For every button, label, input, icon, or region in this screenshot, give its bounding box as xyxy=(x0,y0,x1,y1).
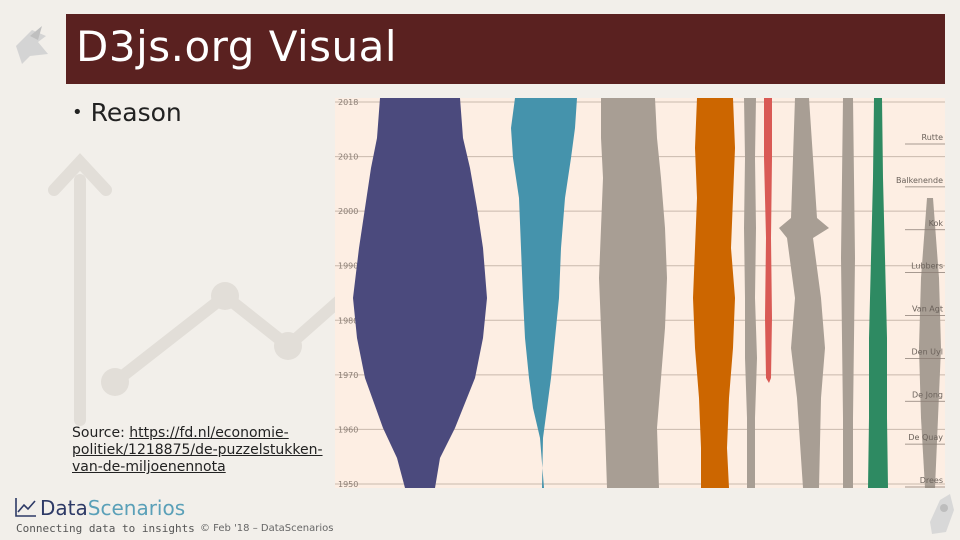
background-arrow-icon xyxy=(48,153,346,426)
background-dots-icon xyxy=(101,282,302,396)
chart-right-label: Rutte xyxy=(922,133,944,142)
chart-right-label: Drees xyxy=(920,476,943,485)
logo-name: DataScenarios xyxy=(40,496,185,520)
chart-stream-10 xyxy=(919,198,941,488)
source-note: Source: https://fd.nl/economie-politiek/… xyxy=(72,425,334,476)
chart-stream-7 xyxy=(779,98,829,488)
slide-title: D3js.org Visual xyxy=(76,22,398,71)
chart-y-tick-label: 1970 xyxy=(338,371,358,380)
source-label: Source: xyxy=(72,425,130,441)
bird-corner-icon xyxy=(930,494,954,534)
chart-right-label: Van Agt xyxy=(912,305,943,314)
source-link[interactable]: https://fd.nl/economie-politiek/1218875/… xyxy=(72,425,323,475)
chart-stream-4 xyxy=(693,98,735,488)
chart-y-tick-label: 2018 xyxy=(338,98,358,107)
chart-y-ticks: 2018 2010 2000 1990 1980 1970 1960 1950 xyxy=(338,98,358,488)
chart-stream-3 xyxy=(599,98,667,488)
chart-image: 2018 2010 2000 1990 1980 1970 1960 1950 Rutte Ba… xyxy=(335,98,945,488)
chart-right-label: Balkenende xyxy=(896,176,943,185)
chart-y-tick-label: 1990 xyxy=(338,262,358,271)
bullet-item: • Reason xyxy=(72,98,182,127)
chart-right-label: Lubbers xyxy=(911,262,943,271)
chart-y-tick-label: 2000 xyxy=(338,207,358,216)
chart-right-labels: Rutte Balkenende Kok Lubbers Van Agt Den Uyl D… xyxy=(896,133,945,488)
logo-name-data: Data xyxy=(40,496,88,520)
chart-y-tick-label: 1960 xyxy=(338,425,358,434)
chart-stream-5 xyxy=(744,98,757,488)
chart-right-label: Kok xyxy=(929,219,944,228)
chart-y-tick-label: 1980 xyxy=(338,316,358,325)
chart-y-tick-label: 1950 xyxy=(338,480,358,488)
chart-stream-9 xyxy=(868,98,888,488)
line-chart-icon xyxy=(15,498,36,517)
footer-copyright: © Feb '18 – DataScenarios xyxy=(200,523,334,534)
logo-tagline: Connecting data to insights xyxy=(16,522,195,535)
chart-right-label: De Quay xyxy=(908,433,943,442)
bullet-text: Reason xyxy=(90,98,182,127)
bird-icon xyxy=(16,26,48,64)
title-bar: D3js.org Visual xyxy=(66,14,945,84)
chart-stream-2 xyxy=(511,98,577,488)
chart-right-label: De Jong xyxy=(912,390,943,399)
bullet-dot-icon: • xyxy=(72,102,83,123)
chart-right-label: Den Uyl xyxy=(911,347,943,356)
chart-stream-8 xyxy=(841,98,855,488)
chart-stream-1 xyxy=(353,98,487,488)
chart-y-tick-label: 2010 xyxy=(338,153,358,162)
logo-name-scenarios: Scenarios xyxy=(87,496,186,520)
chart-stream-6 xyxy=(764,98,772,383)
